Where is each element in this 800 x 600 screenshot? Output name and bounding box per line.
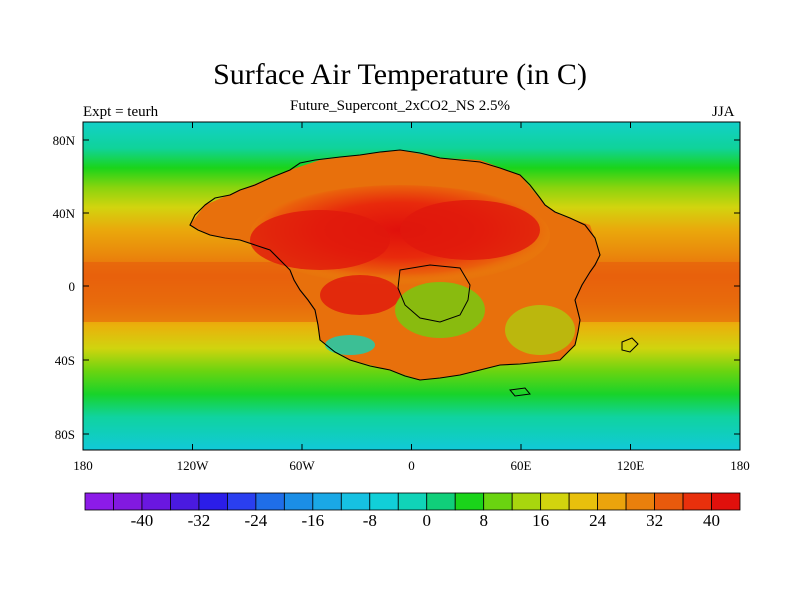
colorbar-label: 40 bbox=[703, 511, 720, 530]
colorbar-swatch bbox=[511, 492, 542, 511]
colorbar-label: 16 bbox=[532, 511, 549, 530]
lat-tick-label: 40S bbox=[55, 353, 75, 368]
western-hot-zone bbox=[250, 210, 390, 270]
colorbar-swatch bbox=[625, 492, 655, 511]
season-label: JJA bbox=[712, 104, 735, 120]
colorbar-swatch bbox=[568, 492, 599, 511]
colorbar-swatch bbox=[226, 492, 257, 511]
colorbar-swatch bbox=[454, 492, 485, 511]
latitude-axis: 80N 40N 0 40S 80S bbox=[53, 133, 740, 442]
colorbar-swatch bbox=[711, 492, 741, 511]
longitude-axis: 180 120W 60W 0 60E 120E 180 bbox=[73, 122, 750, 473]
coastline bbox=[189, 149, 601, 381]
colorbar-label: -24 bbox=[245, 511, 268, 530]
colorbar-swatch bbox=[170, 492, 200, 511]
colorbar-label: 8 bbox=[479, 511, 488, 530]
map-subtitle: Future_Supercont_2xCO2_NS 2.5% bbox=[290, 98, 510, 114]
colorbar-swatch bbox=[397, 492, 428, 511]
colorbar-label: -32 bbox=[188, 511, 211, 530]
colorbar-swatch bbox=[255, 492, 285, 511]
colorbar-swatch bbox=[283, 492, 314, 511]
temperature-field bbox=[83, 122, 740, 450]
colorbar-label: -8 bbox=[363, 511, 377, 530]
lon-tick-label: 0 bbox=[408, 458, 415, 473]
map-title: Surface Air Temperature (in C) bbox=[213, 58, 587, 91]
colorbar-swatch bbox=[141, 492, 171, 511]
colorbar-swatch bbox=[312, 492, 342, 511]
colorbar-swatch bbox=[198, 492, 228, 511]
lat-tick-label: 80N bbox=[53, 133, 76, 148]
inland-sea-cool-zone bbox=[395, 282, 485, 338]
colorbar-label: -16 bbox=[301, 511, 324, 530]
colorbar-label: 0 bbox=[422, 511, 431, 530]
eastern-hot-zone bbox=[400, 200, 540, 260]
lon-tick-label: 60W bbox=[289, 458, 315, 473]
inland-sea-outline bbox=[397, 264, 471, 323]
colorbar-label: 32 bbox=[646, 511, 663, 530]
lon-tick-label: 180 bbox=[730, 458, 750, 473]
colorbar-swatch bbox=[483, 492, 513, 511]
colorbar-swatch bbox=[597, 492, 627, 511]
southeast-cooler-zone bbox=[505, 305, 575, 355]
colorbar: -40 -32 -24 -16 -8 0 8 16 24 32 40 bbox=[84, 492, 741, 530]
lon-tick-label: 180 bbox=[73, 458, 93, 473]
colorbar-swatch bbox=[426, 492, 456, 511]
lat-tick-label: 40N bbox=[53, 206, 76, 221]
colorbar-label: 24 bbox=[589, 511, 607, 530]
southern-island-outline bbox=[621, 337, 639, 353]
experiment-label: Expt = teurh bbox=[83, 104, 159, 120]
lon-tick-label: 60E bbox=[511, 458, 532, 473]
lat-tick-label: 80S bbox=[55, 427, 75, 442]
southern-islet-outline bbox=[509, 387, 531, 397]
colorbar-swatch bbox=[84, 492, 114, 511]
southern-cool-patch bbox=[325, 335, 375, 355]
colorbar-swatch bbox=[369, 492, 399, 511]
lat-tick-label: 0 bbox=[69, 279, 76, 294]
southwest-hot-zone bbox=[320, 275, 400, 315]
colorbar-swatch bbox=[682, 492, 712, 511]
colorbar-label: -40 bbox=[131, 511, 154, 530]
lon-tick-label: 120E bbox=[617, 458, 645, 473]
colorbar-swatch bbox=[113, 492, 143, 511]
lon-tick-label: 120W bbox=[177, 458, 210, 473]
colorbar-swatch bbox=[340, 492, 371, 511]
colorbar-swatch bbox=[540, 492, 570, 511]
colorbar-swatch bbox=[654, 492, 684, 511]
